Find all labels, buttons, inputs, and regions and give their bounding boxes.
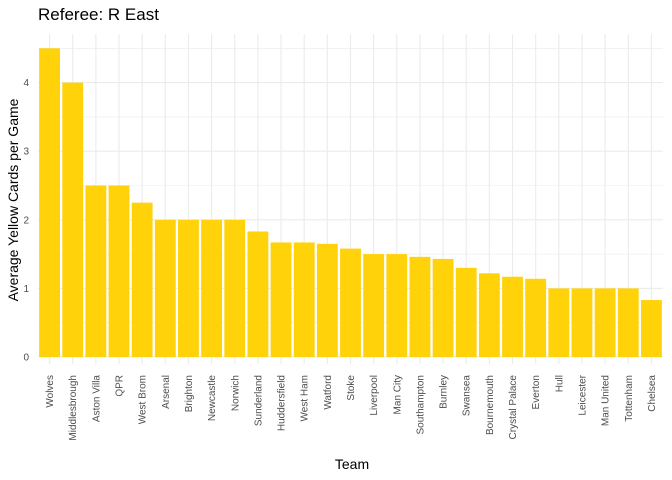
x-tick-label: QPR: [115, 375, 126, 397]
x-tick-labels: Wolves Middlesbrough Aston Villa QPR West Br…: [45, 374, 658, 440]
bar: [409, 256, 431, 357]
bar: [131, 202, 153, 357]
x-tick-label: Wolves: [45, 375, 56, 408]
bar: [293, 242, 315, 357]
x-tick-label: Tottenham: [624, 375, 635, 422]
x-tick-label: Man United: [601, 375, 612, 426]
bar: [594, 288, 616, 357]
bar: [178, 219, 199, 357]
bar: [108, 185, 130, 357]
x-tick-label: Chelsea: [647, 375, 658, 412]
bar: [432, 258, 454, 357]
x-tick-label: Burnley: [439, 375, 450, 409]
bar: [571, 288, 593, 357]
x-tick-label: Leicester: [577, 374, 588, 415]
x-tick-label: Brighton: [184, 375, 195, 412]
bar: [39, 48, 60, 358]
bar: [641, 300, 662, 357]
x-axis-title: Team: [335, 456, 369, 472]
x-tick-label: Newcastle: [207, 375, 218, 422]
bar: [270, 242, 292, 357]
x-tick-label: Arsenal: [161, 375, 172, 409]
x-tick-label: Southampton: [415, 375, 426, 435]
chart-title: Referee: R East: [38, 5, 159, 24]
x-tick-label: Sunderland: [253, 375, 264, 426]
bar: [85, 185, 107, 357]
y-tick-label: 3: [23, 147, 29, 158]
x-tick-label: Liverpool: [369, 375, 380, 416]
x-tick-label: Crystal Palace: [508, 375, 519, 440]
x-tick-label: Swansea: [462, 375, 473, 417]
bar: [340, 248, 361, 357]
bar: [386, 254, 408, 357]
bar: [316, 243, 338, 357]
bar: [247, 231, 269, 357]
bar: [478, 273, 500, 357]
bar: [548, 288, 570, 357]
bar: [363, 254, 385, 357]
x-tick-label: West Ham: [300, 375, 311, 422]
x-tick-label: Huddersfield: [277, 375, 288, 431]
x-tick-label: Watford: [323, 375, 334, 410]
x-tick-label: Middlesbrough: [68, 375, 79, 441]
bars: [39, 48, 662, 358]
y-tick-label: 2: [23, 215, 29, 226]
x-tick-label: West Brom: [138, 375, 149, 424]
x-tick-label: Man City: [392, 375, 403, 414]
x-tick-label: Everton: [531, 375, 542, 409]
x-tick-label: Aston Villa: [91, 375, 102, 423]
bar: [502, 276, 523, 357]
x-tick-label: Hull: [554, 375, 565, 392]
y-tick-label: 0: [23, 353, 29, 364]
bar: [617, 288, 639, 357]
y-axis-title: Average Yellow Cards per Game: [5, 98, 21, 301]
x-tick-label: Norwich: [230, 375, 241, 411]
y-tick-labels: 0 1 2 3 4: [23, 78, 29, 363]
bar: [224, 219, 246, 357]
x-tick-label: Bournemouth: [485, 375, 496, 435]
x-tick-label: Stoke: [346, 375, 357, 401]
bar: [201, 219, 223, 357]
bar: [525, 278, 547, 357]
bar: [455, 267, 477, 357]
bar: [62, 82, 84, 357]
y-tick-label: 4: [23, 78, 29, 89]
y-tick-label: 1: [23, 284, 29, 295]
bar: [154, 219, 176, 357]
